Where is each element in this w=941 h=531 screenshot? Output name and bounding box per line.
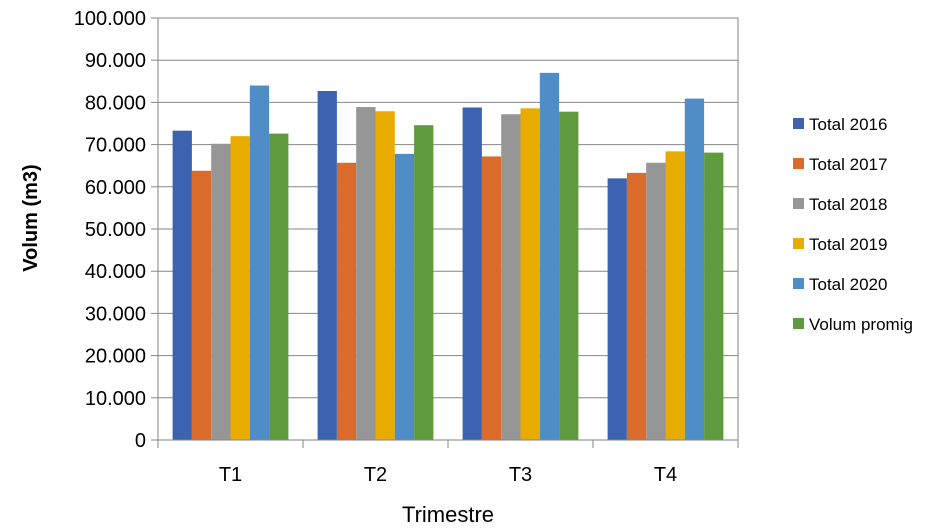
y-tick-label: 80.000 (85, 92, 146, 114)
bar (191, 170, 212, 440)
bar (230, 136, 250, 440)
bar (356, 107, 376, 441)
y-axis-title: Volum (m3) (20, 164, 42, 271)
legend-swatch (793, 318, 804, 329)
legend-label: Total 2020 (809, 275, 887, 294)
bar (665, 151, 685, 441)
bar (684, 98, 705, 441)
bar (539, 72, 560, 441)
bar (172, 130, 192, 440)
legend-label: Total 2016 (809, 115, 887, 134)
bars (172, 72, 724, 441)
bar (211, 143, 231, 441)
y-tick-label: 20.000 (85, 346, 146, 368)
legend-label: Total 2019 (809, 235, 887, 254)
legend-label: Total 2018 (809, 195, 887, 214)
bar (249, 85, 270, 441)
legend-swatch (793, 238, 804, 249)
x-tick-label: T1 (219, 464, 242, 486)
bar (607, 178, 627, 441)
x-axis-categories: T1 T2 T3 T4 (219, 464, 677, 486)
y-axis-ticks: 0 10.000 20.000 30.000 40.000 50.000 60.000 70.… (74, 8, 146, 452)
legend-swatch (793, 158, 804, 169)
x-tick-label: T2 (364, 464, 387, 486)
bar (481, 156, 502, 440)
bar (336, 162, 357, 440)
legend-swatch (793, 198, 804, 209)
bar (394, 153, 415, 440)
bar (462, 107, 482, 441)
y-tick-label: 90.000 (85, 50, 146, 72)
bar (317, 91, 337, 441)
bar (375, 111, 395, 441)
legend-swatch (793, 278, 804, 289)
y-tick-label: 60.000 (85, 177, 146, 199)
bar (626, 172, 647, 440)
y-tick-label: 30.000 (85, 303, 146, 325)
bar (559, 111, 579, 441)
y-tick-label: 70.000 (85, 135, 146, 157)
y-tick-label: 50.000 (85, 219, 146, 241)
bar (501, 114, 521, 440)
legend: Total 2016 Total 2017 Total 2018 Total 2019… (793, 115, 913, 334)
bar (704, 152, 724, 441)
bar (414, 125, 434, 441)
x-tick-label: T3 (509, 464, 532, 486)
bar (646, 162, 666, 440)
axes (151, 17, 739, 448)
x-tick-label: T4 (654, 464, 677, 486)
legend-swatch (793, 118, 804, 129)
x-axis-title: Trimestre (402, 502, 494, 527)
legend-label: Volum promig (809, 315, 913, 334)
y-tick-label: 10.000 (85, 388, 146, 410)
y-tick-label: 0 (135, 430, 146, 452)
legend-label: Total 2017 (809, 155, 887, 174)
bar (269, 133, 289, 441)
y-tick-label: 40.000 (85, 261, 146, 283)
bar (520, 108, 540, 441)
y-tick-label: 100.000 (74, 8, 146, 30)
